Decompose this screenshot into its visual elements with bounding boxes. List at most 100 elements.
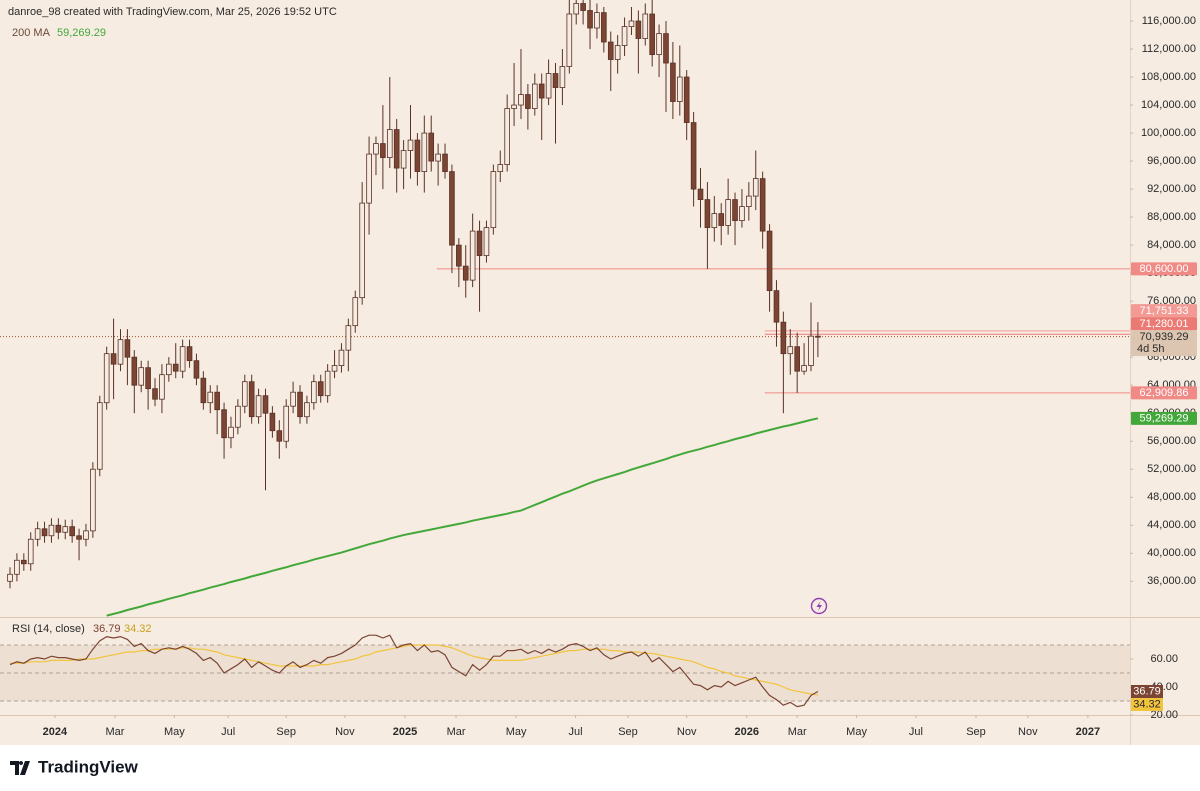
- candle-body: [48, 524, 55, 537]
- candle-body: [676, 76, 683, 102]
- candle-body: [131, 356, 138, 386]
- candle-body: [538, 83, 545, 99]
- x-tick-label: 2027: [1076, 726, 1100, 738]
- candle-body: [7, 573, 13, 582]
- x-tick-label: Nov: [1018, 726, 1038, 738]
- y-tick-label: 104,000.00: [1141, 99, 1196, 111]
- candle-body: [587, 10, 593, 29]
- rsi-legend-value: 36.79: [93, 623, 121, 635]
- x-tick-label: Jul: [909, 726, 923, 738]
- chart-background: [0, 0, 1200, 745]
- x-tick-label: Jul: [568, 726, 582, 738]
- candle-body: [407, 139, 414, 151]
- ma-legend-value: 59,269.29: [57, 27, 106, 39]
- price-badge-countdown: 4d 5h: [1137, 343, 1165, 355]
- candle-body: [469, 230, 476, 281]
- candle-body: [759, 178, 766, 232]
- x-tick-label: Jul: [221, 726, 235, 738]
- candle-body: [172, 363, 179, 372]
- x-tick-label: Nov: [335, 726, 355, 738]
- candle-body: [90, 468, 96, 532]
- price-badge: [1131, 262, 1197, 276]
- candle-body: [621, 26, 628, 46]
- y-tick-label: 56,000.00: [1147, 435, 1196, 447]
- y-tick-label: 84,000.00: [1147, 239, 1196, 251]
- candle-body: [241, 381, 248, 407]
- price-badge: [1131, 317, 1197, 331]
- y-tick-label: 112,000.00: [1142, 43, 1196, 55]
- candle-body: [331, 365, 338, 372]
- candle-body: [552, 73, 559, 88]
- attribution: danroe_98 created with TradingView.com, …: [8, 6, 337, 18]
- price-badge-label: 80,600.00: [1140, 263, 1189, 275]
- candle-body: [449, 171, 455, 246]
- x-tick-label: 2024: [43, 726, 68, 738]
- candle-body: [628, 20, 635, 28]
- candle-body: [683, 76, 690, 123]
- candle-body: [421, 132, 428, 172]
- candle-body: [248, 381, 255, 418]
- x-tick-label: Sep: [618, 726, 638, 738]
- candle-body: [746, 195, 752, 208]
- candle-body: [262, 395, 269, 414]
- price-badge: [1131, 330, 1197, 357]
- y-tick-label: 40,000.00: [1147, 547, 1196, 559]
- price-badge: [1131, 386, 1197, 400]
- x-tick-label: Mar: [788, 726, 807, 738]
- candle-body: [670, 62, 676, 102]
- candle-body: [283, 405, 290, 442]
- candle-body: [663, 33, 669, 64]
- candle-body: [780, 321, 787, 355]
- price-badge-label: 59,269.29: [1140, 413, 1189, 425]
- candle-body: [656, 33, 662, 56]
- y-tick-label: 76,000.00: [1147, 295, 1196, 307]
- candle-body: [359, 202, 365, 299]
- candle-body: [773, 290, 780, 323]
- x-tick-label: 2025: [393, 726, 417, 738]
- candle-body: [525, 94, 531, 109]
- price-badge: [1131, 411, 1197, 425]
- candle-body: [483, 227, 490, 257]
- candle-body: [732, 199, 738, 222]
- x-tick-label: May: [506, 726, 527, 738]
- y-tick-label: 96,000.00: [1147, 155, 1196, 167]
- y-tick-label: 88,000.00: [1147, 211, 1196, 223]
- candle-body: [414, 139, 421, 172]
- candle-body: [207, 391, 214, 404]
- candle-body: [297, 391, 303, 418]
- brand-icon: [10, 761, 30, 775]
- y-tick-label: 44,000.00: [1147, 519, 1196, 531]
- candle-body: [497, 164, 504, 172]
- price-badge-label: 71,751.33: [1140, 305, 1189, 317]
- candle-body: [704, 199, 711, 229]
- candle-body: [27, 538, 34, 565]
- brand-name: TradingView: [38, 757, 139, 776]
- candle-body: [380, 143, 386, 158]
- rsi-y-tick-label: 20.00: [1150, 709, 1178, 721]
- candle-body: [690, 122, 697, 190]
- candle-body: [290, 391, 296, 407]
- ma-legend-name: 200 MA: [12, 27, 51, 39]
- alert-icon[interactable]: [810, 597, 828, 615]
- candle-body: [41, 528, 48, 537]
- candle-body: [255, 395, 262, 418]
- candle-body: [110, 353, 117, 365]
- candle-body: [214, 391, 220, 411]
- candle-body: [179, 346, 186, 372]
- candle-body: [311, 381, 317, 404]
- candle-body: [428, 132, 435, 162]
- candle-body: [373, 143, 379, 155]
- candle-body: [393, 129, 400, 169]
- footer-background: [0, 745, 1200, 791]
- candle-body: [21, 559, 27, 565]
- rsi-badge-label: 34.32: [1133, 699, 1161, 711]
- rsi-ma-legend-value: 34.32: [124, 623, 152, 635]
- candle-body: [221, 409, 227, 439]
- candle-body: [166, 363, 172, 376]
- candle-body: [490, 171, 497, 229]
- y-tick-label: 36,000.00: [1147, 575, 1196, 587]
- candle-body: [752, 178, 759, 197]
- candle-body: [435, 153, 441, 162]
- candle-body: [76, 535, 82, 540]
- candle-body: [580, 3, 586, 11]
